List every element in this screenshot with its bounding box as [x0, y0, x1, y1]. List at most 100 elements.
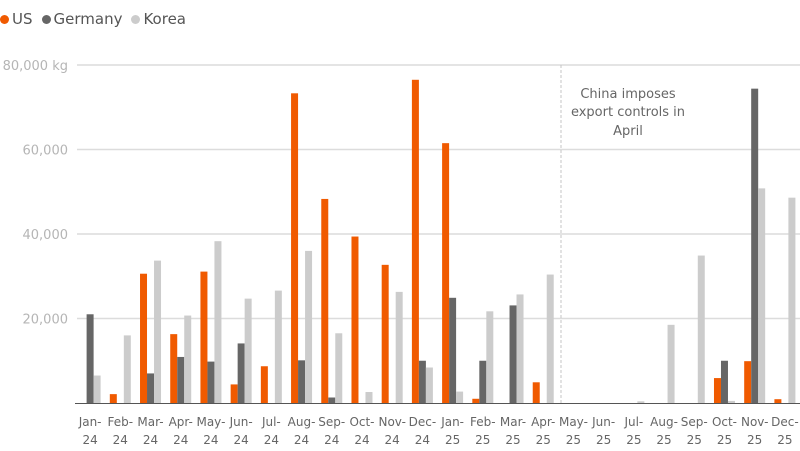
x-tick-label-year: 24 — [324, 433, 339, 447]
x-tick-label-month: Jan- — [78, 415, 102, 429]
chart-legend: US Germany Korea — [0, 8, 195, 30]
x-tick-label-year: 24 — [385, 433, 400, 447]
annotation-line-1: China imposes — [580, 87, 676, 102]
x-tick-label-year: 24 — [173, 433, 188, 447]
bar-korea — [395, 291, 403, 403]
x-tick-label-month: Aug- — [288, 415, 316, 429]
x-tick-label-month: Apr- — [169, 415, 193, 429]
x-tick-label-month: Mar- — [137, 415, 163, 429]
x-tick-label-year: 25 — [777, 433, 792, 447]
x-tick-label-month: Apr- — [531, 415, 555, 429]
x-tick-label-month: Mar- — [500, 415, 526, 429]
bar-germany — [479, 360, 487, 403]
x-tick-label-year: 24 — [264, 433, 279, 447]
x-tick-label-month: Aug- — [650, 415, 678, 429]
legend-item-us: US — [0, 10, 33, 28]
x-tick-label-month: Dec- — [771, 415, 799, 429]
bar-us — [109, 394, 117, 403]
y-tick-label: 60,000 — [23, 144, 69, 159]
x-tick-label-month: Feb- — [470, 415, 496, 429]
bar-korea — [305, 250, 313, 403]
bar-korea — [365, 392, 373, 403]
bar-us — [230, 384, 238, 403]
bar-germany — [449, 297, 457, 403]
bar-us — [744, 361, 752, 403]
bar-korea — [184, 315, 192, 403]
x-tick-label-month: Nov- — [741, 415, 768, 429]
x-tick-label-year: 24 — [415, 433, 430, 447]
bar-us — [381, 264, 389, 403]
bar-korea — [214, 241, 222, 403]
bar-korea — [425, 367, 433, 403]
x-tick-label-year: 25 — [596, 433, 611, 447]
bar-us — [291, 93, 299, 404]
bar-us — [713, 378, 721, 403]
y-tick-label: 40,000 — [23, 228, 69, 243]
legend-dot-korea-icon — [131, 14, 141, 24]
x-tick-label-year: 25 — [626, 433, 641, 447]
bar-germany — [298, 360, 306, 403]
bar-korea — [274, 290, 282, 403]
bar-korea — [637, 401, 645, 403]
bar-us — [532, 382, 540, 403]
bar-series — [86, 79, 796, 404]
x-tick-label-year: 25 — [717, 433, 732, 447]
bar-korea — [788, 197, 796, 403]
bar-us — [140, 273, 148, 403]
bar-germany — [720, 360, 728, 403]
bar-korea — [667, 324, 675, 403]
bar-germany — [328, 397, 336, 403]
x-tick-label-month: Sep- — [318, 415, 345, 429]
bar-us — [321, 198, 329, 403]
annotation-line-3: April — [613, 124, 643, 139]
y-tick-label: 20,000 — [23, 313, 69, 328]
x-tick-label-year: 25 — [566, 433, 581, 447]
x-tick-label-month: Oct- — [349, 415, 374, 429]
bar-korea — [93, 375, 101, 403]
bar-germany — [237, 343, 245, 403]
bar-germany — [147, 373, 155, 403]
legend-item-korea: Korea — [131, 10, 186, 28]
bar-korea — [154, 260, 162, 403]
x-tick-label-month: May- — [196, 415, 225, 429]
x-tick-label-month: Jul- — [261, 415, 281, 429]
bar-korea — [697, 255, 705, 403]
x-tick-label-year: 25 — [687, 433, 702, 447]
bar-us — [200, 271, 208, 403]
x-tick-label-month: May- — [559, 415, 588, 429]
annotation-text: China imposes export controls in April — [571, 87, 685, 139]
x-tick-label-year: 24 — [82, 433, 97, 447]
legend-label-us: US — [12, 10, 33, 28]
x-tick-label-year: 25 — [747, 433, 762, 447]
y-axis-ticks: 80,000 kg 60,000 40,000 20,000 — [3, 59, 68, 328]
bar-korea — [123, 335, 131, 403]
x-tick-label-month: Sep- — [681, 415, 708, 429]
legend-dot-germany-icon — [41, 14, 51, 24]
bar-us — [472, 398, 480, 403]
legend-dot-us-icon — [0, 14, 9, 24]
x-tick-label-year: 25 — [536, 433, 551, 447]
bar-korea — [335, 333, 343, 403]
bar-us — [442, 143, 450, 403]
bar-germany — [86, 314, 94, 403]
x-tick-label-month: Feb- — [108, 415, 134, 429]
x-tick-label-year: 24 — [234, 433, 249, 447]
x-tick-label-year: 24 — [143, 433, 158, 447]
bar-us — [170, 334, 178, 403]
x-tick-label-year: 24 — [113, 433, 128, 447]
x-tick-label-year: 25 — [475, 433, 490, 447]
bar-korea — [758, 188, 766, 403]
annotation-line-2: export controls in — [571, 105, 685, 120]
x-tick-label-year: 24 — [354, 433, 369, 447]
x-tick-label-month: Oct- — [712, 415, 737, 429]
bar-us — [411, 79, 419, 403]
bar-korea — [727, 400, 735, 403]
legend-label-korea: Korea — [143, 10, 186, 28]
bar-korea — [516, 294, 524, 403]
bar-germany — [177, 356, 185, 403]
x-tick-label-year: 24 — [203, 433, 218, 447]
x-tick-label-month: Nov- — [378, 415, 405, 429]
x-tick-label-year: 24 — [294, 433, 309, 447]
gridlines — [77, 64, 800, 320]
